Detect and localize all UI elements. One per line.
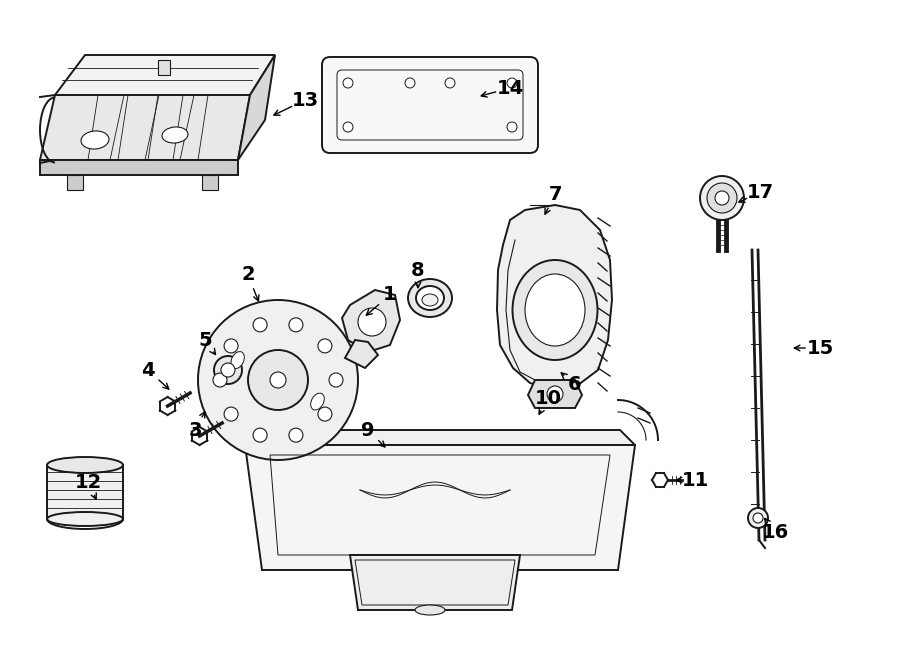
Polygon shape: [528, 380, 582, 408]
Text: 17: 17: [746, 182, 774, 202]
Circle shape: [507, 122, 517, 132]
Circle shape: [700, 176, 744, 220]
Circle shape: [270, 372, 286, 388]
Text: 9: 9: [361, 420, 374, 440]
Circle shape: [224, 407, 238, 421]
Circle shape: [289, 428, 303, 442]
Circle shape: [343, 78, 353, 88]
Polygon shape: [345, 340, 378, 368]
Text: 11: 11: [681, 471, 708, 490]
Circle shape: [318, 339, 332, 353]
Circle shape: [221, 363, 235, 377]
Text: 3: 3: [188, 420, 202, 440]
Polygon shape: [47, 465, 123, 519]
Circle shape: [214, 356, 242, 384]
Circle shape: [329, 373, 343, 387]
Polygon shape: [40, 95, 250, 160]
Text: 1: 1: [383, 286, 397, 305]
Ellipse shape: [525, 274, 585, 346]
Circle shape: [253, 318, 267, 332]
Ellipse shape: [162, 127, 188, 143]
Ellipse shape: [512, 260, 598, 360]
Text: 10: 10: [535, 389, 562, 407]
Circle shape: [715, 191, 729, 205]
Circle shape: [707, 183, 737, 213]
Circle shape: [213, 373, 227, 387]
Ellipse shape: [415, 605, 445, 615]
Circle shape: [248, 350, 308, 410]
Polygon shape: [158, 60, 170, 75]
Polygon shape: [533, 385, 572, 400]
Circle shape: [753, 513, 763, 523]
Circle shape: [343, 122, 353, 132]
Circle shape: [507, 78, 517, 88]
Text: 5: 5: [198, 330, 212, 350]
Polygon shape: [245, 445, 635, 570]
Polygon shape: [497, 205, 612, 390]
Ellipse shape: [47, 457, 123, 473]
Ellipse shape: [416, 286, 444, 310]
Text: 4: 4: [141, 360, 155, 379]
Circle shape: [318, 407, 332, 421]
Polygon shape: [350, 555, 520, 610]
Polygon shape: [245, 430, 635, 445]
Ellipse shape: [408, 279, 452, 317]
Text: 13: 13: [292, 91, 319, 110]
Text: 16: 16: [761, 522, 788, 541]
Circle shape: [445, 78, 455, 88]
Circle shape: [289, 318, 303, 332]
Ellipse shape: [231, 352, 244, 369]
Ellipse shape: [310, 393, 324, 410]
Text: 12: 12: [75, 473, 102, 492]
Polygon shape: [40, 160, 238, 175]
Circle shape: [198, 300, 358, 460]
Circle shape: [358, 308, 386, 336]
Polygon shape: [202, 175, 218, 190]
Circle shape: [547, 386, 563, 402]
Circle shape: [253, 428, 267, 442]
Text: 2: 2: [241, 266, 255, 284]
Text: 6: 6: [568, 375, 581, 395]
Circle shape: [405, 78, 415, 88]
Polygon shape: [55, 55, 275, 95]
Text: 7: 7: [548, 186, 562, 204]
Circle shape: [224, 339, 238, 353]
Ellipse shape: [422, 294, 438, 306]
Polygon shape: [238, 55, 275, 160]
Polygon shape: [342, 290, 400, 352]
Text: 8: 8: [411, 260, 425, 280]
Ellipse shape: [47, 512, 123, 526]
Text: 15: 15: [806, 338, 833, 358]
Text: 14: 14: [497, 79, 524, 98]
Polygon shape: [67, 175, 83, 190]
Ellipse shape: [81, 131, 109, 149]
Circle shape: [748, 508, 768, 528]
FancyBboxPatch shape: [322, 57, 538, 153]
